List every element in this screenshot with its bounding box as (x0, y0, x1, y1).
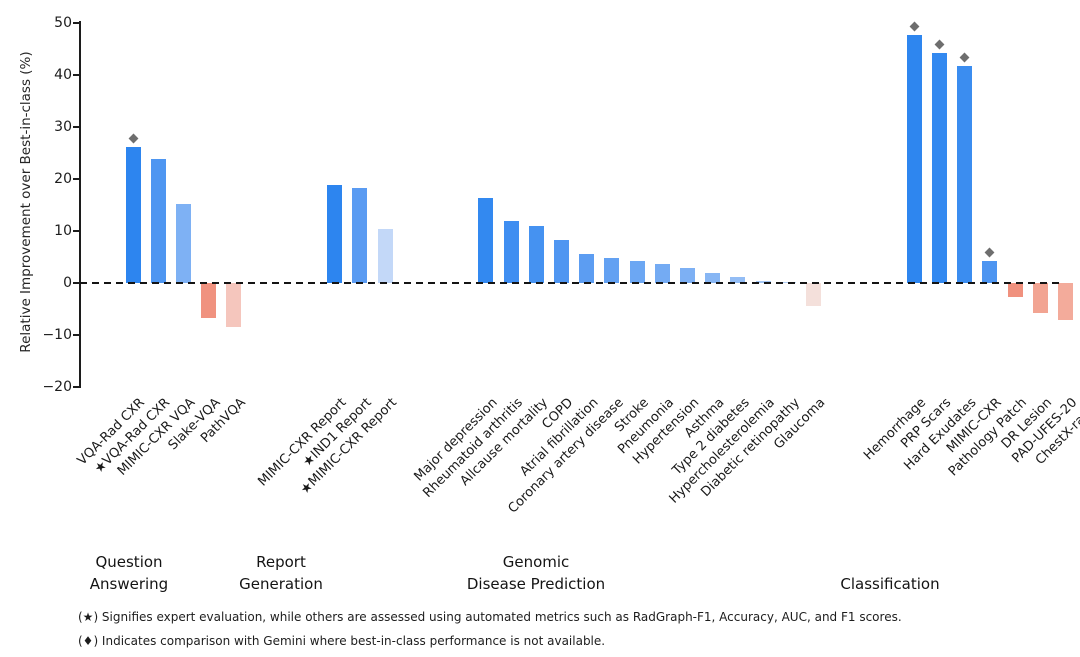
y-axis-tick-label: 10 (54, 223, 72, 239)
y-axis-tick-label: 50 (54, 15, 72, 31)
bar-mimic-cxr (982, 260, 998, 283)
bar-prp-scars (931, 52, 947, 283)
group-label-genomic-disease-prediction: Genomic Disease Prediction (466, 553, 606, 593)
y-axis-tick (73, 126, 80, 128)
bar-coronary-artery-disease (604, 257, 620, 283)
diamond-marker-vqa-rad-cxr (128, 133, 138, 144)
bar-vqa-rad-cxr (125, 146, 141, 283)
bar-copd (553, 240, 569, 283)
y-axis-tick-label: 30 (54, 119, 72, 135)
bar-rheumatoid-arthritis (503, 220, 519, 283)
bar-glaucoma (805, 283, 821, 306)
bar-hard-exudates (957, 66, 973, 283)
group-label-classification: Classification (840, 575, 940, 593)
bar-mimic-cxr-report (377, 228, 393, 283)
diamond-marker-hard-exudates (959, 52, 970, 63)
bar-asthma (705, 272, 721, 283)
bar-pneumonia (654, 263, 670, 283)
bar-pathology-patch (1007, 283, 1023, 297)
bar-dr-lesion (1032, 283, 1048, 314)
bar-hypertension (679, 267, 695, 283)
group-label-question-answering: Question Answering (89, 553, 169, 593)
bar-major-depression (478, 198, 494, 283)
diamond-marker-hemorrhage (909, 22, 920, 32)
bar-pathvqa (226, 283, 242, 328)
y-axis-tick-label: −10 (42, 327, 72, 343)
bar-allcause-mortality (528, 225, 544, 283)
y-axis-tick-label: 40 (54, 67, 72, 83)
y-axis-tick-label: −20 (42, 379, 72, 395)
y-axis-tick-label: 20 (54, 171, 72, 187)
bar-type-2-diabetes (730, 277, 746, 283)
y-axis-tick-label: 0 (63, 275, 72, 291)
diamond-marker-mimic-cxr (984, 247, 995, 258)
bar-mimic-cxr-report (327, 185, 343, 283)
y-axis-spine (79, 21, 81, 388)
zero-baseline-dashed (80, 282, 1062, 284)
y-axis-tick (73, 74, 80, 76)
y-axis-tick (73, 282, 80, 284)
group-label-report-generation: Report Generation (239, 553, 323, 593)
footnote-star: (★) Signifies expert evaluation, while o… (78, 610, 902, 624)
bar-slake-vqa (201, 283, 217, 318)
y-axis-tick (73, 22, 80, 24)
bar-vqa-rad-cxr (150, 159, 166, 283)
bar-hemorrhage (906, 35, 922, 283)
y-axis-tick (73, 178, 80, 180)
bar-ind1-report (352, 188, 368, 283)
y-axis-tick (73, 386, 80, 388)
bar-pad-ufes-20 (1057, 283, 1073, 321)
y-axis-tick (73, 334, 80, 336)
bar-hypercholesterolemia (755, 280, 771, 283)
bar-atrial-fibrillation (579, 253, 595, 283)
bar-mimic-cxr-vqa (175, 203, 191, 283)
footnote-diamond: (♦) Indicates comparison with Gemini whe… (78, 634, 606, 648)
diamond-marker-prp-scars (934, 39, 945, 50)
bar-stroke (629, 261, 645, 283)
y-axis-tick (73, 230, 80, 232)
